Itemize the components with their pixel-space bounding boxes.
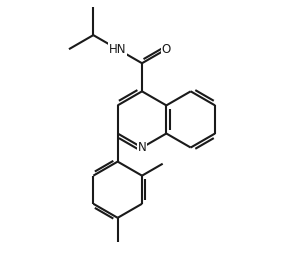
Text: N: N [138, 141, 146, 154]
Text: HN: HN [109, 43, 126, 56]
Text: O: O [162, 43, 171, 56]
